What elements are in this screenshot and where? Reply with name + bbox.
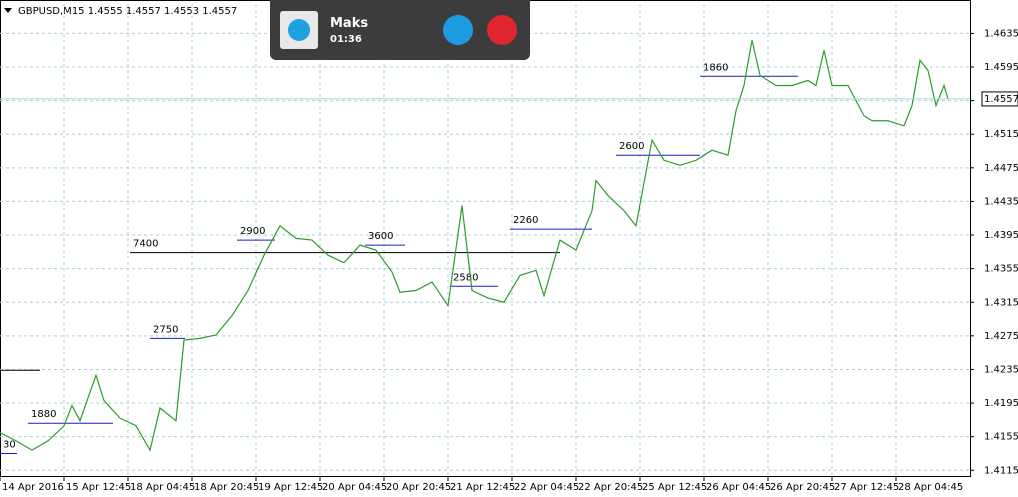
level-label: 2750 — [153, 324, 178, 335]
x-tick-label: 28 Apr 04:45 — [898, 482, 963, 493]
current-price-box — [981, 91, 1018, 107]
level-label: 2600 — [619, 141, 644, 152]
x-tick-label: 22 Apr 04:45 — [514, 482, 579, 493]
x-tick-label: 27 Apr 12:45 — [834, 482, 899, 493]
y-tick-label: 1.4515 — [984, 129, 1018, 140]
mute-button[interactable] — [443, 15, 473, 45]
y-tick-label: 1.4115 — [984, 465, 1018, 476]
level-label: 2900 — [240, 226, 265, 237]
y-tick-label: 1.4275 — [984, 331, 1018, 342]
y-tick-label: 1.4315 — [984, 297, 1018, 308]
x-tick-label: 21 Apr 12:45 — [450, 482, 515, 493]
x-tick-label: 14 Apr 2016 — [2, 482, 64, 493]
level-label: 7400 — [133, 239, 158, 250]
x-tick-label: 19 Apr 12:45 — [258, 482, 323, 493]
level-label: 2260 — [513, 215, 538, 226]
y-tick-label: 1.4475 — [984, 163, 1018, 174]
y-tick-label: 1.4595 — [984, 62, 1018, 73]
x-tick-label: 20 Apr 20:45 — [386, 482, 451, 493]
y-tick-label: 1.4395 — [984, 230, 1018, 241]
hangup-button[interactable] — [487, 15, 517, 45]
y-tick-label: 1.4195 — [984, 398, 1018, 409]
level-label: 2580 — [453, 272, 478, 283]
menu-arrow[interactable] — [4, 8, 12, 13]
current-price-label: 1.4557 — [984, 94, 1018, 105]
level-label: 30 — [3, 439, 16, 450]
price-line — [0, 39, 949, 452]
y-tick-label: 1.4355 — [984, 264, 1018, 275]
x-tick-label: 18 Apr 04:45 — [130, 482, 195, 493]
caller-name: Maks — [330, 16, 369, 31]
avatar — [280, 11, 318, 49]
call-duration: 01:36 — [330, 34, 362, 45]
x-tick-label: 26 Apr 20:45 — [770, 482, 835, 493]
y-tick-label: 1.4235 — [984, 364, 1018, 375]
x-tick-label: 18 Apr 20:45 — [194, 482, 259, 493]
y-tick-label: 1.4635 — [984, 28, 1018, 39]
x-tick-label: 22 Apr 20:45 — [578, 482, 643, 493]
y-tick-label: 1.4155 — [984, 432, 1018, 443]
x-tick-label: 15 Apr 12:45 — [66, 482, 131, 493]
level-label: 1860 — [703, 62, 728, 73]
x-tick-label: 25 Apr 12:45 — [642, 482, 707, 493]
y-tick-label: 1.4435 — [984, 196, 1018, 207]
level-label: 3600 — [368, 231, 393, 242]
level-label: 1880 — [31, 409, 56, 420]
x-tick-label: 20 Apr 04:45 — [322, 482, 387, 493]
x-tick-label: 26 Apr 04:45 — [706, 482, 771, 493]
call-overlay: Maks 01:36 — [270, 0, 530, 60]
